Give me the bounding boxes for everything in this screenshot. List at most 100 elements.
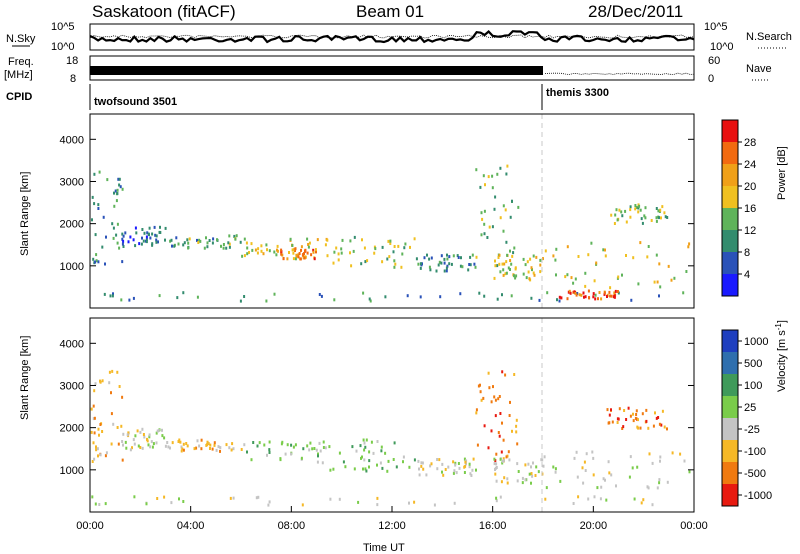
scatter-cell xyxy=(445,269,448,273)
scatter-cell xyxy=(91,460,94,463)
scatter-cell xyxy=(428,257,431,261)
scatter-cell xyxy=(522,257,525,261)
scatter-cell xyxy=(108,381,111,385)
scatter-cell xyxy=(318,293,321,296)
scatter-cell xyxy=(307,243,310,246)
scatter-cell xyxy=(463,457,466,461)
scatter-cell xyxy=(148,435,151,439)
scatter-cell xyxy=(657,416,660,419)
scatter-cell xyxy=(425,473,428,477)
scatter-cell xyxy=(655,207,658,210)
nave-trace xyxy=(544,72,695,75)
scatter-cell xyxy=(268,249,271,253)
scatter-cell xyxy=(182,243,185,247)
scatter-cell xyxy=(316,238,319,242)
scatter-cell xyxy=(496,172,499,176)
scatter-cell xyxy=(582,481,585,485)
scatter-cell xyxy=(502,229,505,233)
scatter-cell xyxy=(113,191,115,195)
scatter-cell xyxy=(250,458,253,462)
scatter-cell xyxy=(350,264,353,268)
scatter-cell xyxy=(246,252,249,256)
scatter-cell xyxy=(166,441,169,444)
cpid-label: CPID xyxy=(6,91,32,103)
scatter-cell xyxy=(516,479,519,483)
scatter-cell xyxy=(538,298,541,302)
scatter-cell xyxy=(460,256,462,260)
scatter-cell xyxy=(369,299,372,303)
scatter-cell xyxy=(182,500,185,503)
cpid-segment-1: twofsound 3501 xyxy=(94,96,177,108)
scatter-cell xyxy=(94,382,97,386)
scatter-cell xyxy=(659,208,662,212)
scatter-cell xyxy=(616,417,619,421)
scatter-cell xyxy=(273,292,276,296)
freq-label: Freq. xyxy=(8,56,34,68)
scatter-cell xyxy=(98,433,100,437)
scatter-cell xyxy=(96,447,99,451)
scatter-cell xyxy=(284,452,287,456)
scatter-cell xyxy=(243,254,246,258)
scatter-cell xyxy=(476,443,479,447)
scatter-cell xyxy=(92,441,95,445)
scatter-cell xyxy=(153,225,156,229)
scatter-cell xyxy=(341,238,344,242)
scatter-cell xyxy=(228,234,231,238)
scatter-cell xyxy=(593,495,596,499)
scatter-cell xyxy=(633,497,636,501)
scatter-cell xyxy=(216,238,218,242)
scatter-cell xyxy=(440,261,443,265)
scatter-cell xyxy=(569,291,572,295)
scatter-cell xyxy=(121,395,124,399)
scatter-cell xyxy=(182,448,185,452)
scatter-cell xyxy=(127,431,130,435)
scatter-cell xyxy=(613,293,616,297)
scatter-cell xyxy=(213,443,216,447)
scatter-cell xyxy=(531,268,533,272)
x-tick-label: 00:00 xyxy=(76,520,104,532)
scatter-cell xyxy=(453,501,456,505)
scatter-cell xyxy=(419,262,422,266)
scatter-cell xyxy=(483,222,486,226)
scatter-cell xyxy=(143,435,146,439)
scatter-cell xyxy=(364,445,367,449)
scatter-cell xyxy=(129,235,132,239)
scatter-cell xyxy=(113,204,116,208)
scatter-cell xyxy=(426,253,428,257)
scatter-cell xyxy=(495,462,498,466)
scatter-cell xyxy=(381,260,384,264)
scatter-cell xyxy=(185,442,188,445)
scatter-cell xyxy=(360,262,363,266)
scatter-cell xyxy=(352,249,355,253)
scatter-cell xyxy=(490,400,493,404)
scatter-cell xyxy=(395,465,398,469)
scatter-cell xyxy=(480,233,483,237)
scatter-cell xyxy=(454,463,457,467)
scatter-cell xyxy=(511,199,513,203)
scatter-cell xyxy=(164,226,167,230)
scatter-cell xyxy=(528,472,531,476)
scatter-cell xyxy=(181,447,184,451)
scatter-cell xyxy=(198,444,201,448)
scatter-cell xyxy=(92,404,95,408)
scatter-cell xyxy=(206,245,209,249)
scatter-cell xyxy=(265,243,268,247)
scatter-cell xyxy=(477,384,480,388)
scatter-cell xyxy=(572,290,575,294)
scatter-cell xyxy=(654,411,656,415)
scatter-cell xyxy=(373,251,376,255)
scatter-cell xyxy=(438,260,441,264)
scatter-cell xyxy=(508,414,511,417)
scatter-cell xyxy=(600,485,603,489)
scatter-cell xyxy=(645,419,648,423)
scatter-cell xyxy=(632,412,634,416)
scatter-cell xyxy=(464,464,467,468)
scatter-cell xyxy=(446,264,449,268)
scatter-cell xyxy=(465,462,467,466)
scatter-cell xyxy=(454,461,457,465)
scatter-cell xyxy=(239,240,242,244)
scatter-cell xyxy=(288,251,290,254)
scatter-cell xyxy=(393,259,396,263)
scatter-cell xyxy=(593,279,596,283)
scatter-cell xyxy=(622,425,625,429)
